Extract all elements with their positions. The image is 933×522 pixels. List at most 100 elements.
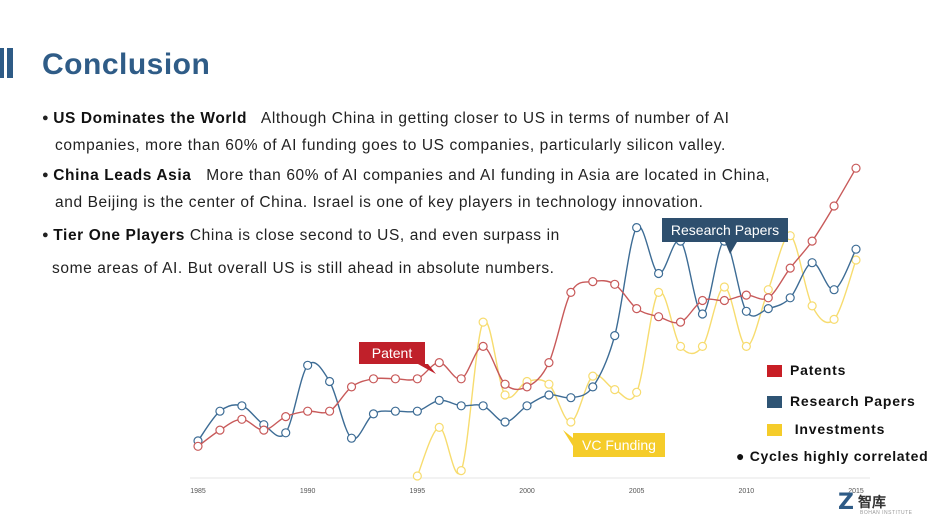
data-point-patents bbox=[807, 236, 817, 246]
logo-subtext: BOHAN INSTITUTE bbox=[860, 510, 913, 516]
callout-box bbox=[359, 342, 425, 364]
bullet-text: China is close second to US, and even su… bbox=[189, 227, 560, 244]
data-point-research-papers bbox=[281, 428, 291, 438]
callout-tail bbox=[725, 242, 737, 254]
bullet-heading: China Leads Asia bbox=[53, 167, 192, 184]
callout-label: VC Funding bbox=[582, 437, 656, 453]
data-point-research-papers bbox=[456, 401, 466, 411]
x-tick-label: 2000 bbox=[519, 488, 535, 495]
legend-swatch-research-papers bbox=[767, 396, 782, 409]
data-point-research-papers bbox=[829, 285, 839, 295]
data-point-patents bbox=[259, 425, 269, 435]
page-title: Conclusion bbox=[42, 48, 211, 81]
data-point-research-papers bbox=[412, 406, 422, 416]
data-point-investments bbox=[697, 341, 708, 351]
data-point-patents bbox=[697, 295, 708, 306]
data-point-patents bbox=[390, 374, 400, 384]
legend-label: Research Papers bbox=[790, 393, 916, 409]
callout-box bbox=[573, 433, 665, 457]
x-tick-label: 1995 bbox=[410, 488, 426, 495]
data-point-investments bbox=[566, 417, 576, 427]
data-point-patents bbox=[632, 304, 642, 314]
data-point-investments bbox=[412, 471, 422, 481]
data-point-patents bbox=[763, 293, 773, 303]
data-point-patents bbox=[719, 295, 730, 306]
data-point-investments bbox=[653, 287, 664, 297]
data-point-research-papers bbox=[478, 401, 488, 411]
data-point-research-papers bbox=[741, 306, 751, 316]
data-point-research-papers bbox=[346, 433, 357, 443]
bullet-text-line2: some areas of AI. But overall US is stil… bbox=[52, 260, 555, 277]
bullet-us-dominates: ● US Dominates the World Although China i… bbox=[42, 110, 730, 154]
data-point-research-papers bbox=[500, 417, 510, 427]
legend-label: Patents bbox=[790, 362, 847, 378]
data-point-research-papers bbox=[851, 244, 861, 254]
data-point-research-papers bbox=[653, 268, 664, 279]
data-point-research-papers bbox=[763, 304, 773, 314]
data-point-research-papers bbox=[697, 309, 708, 319]
data-point-investments bbox=[500, 390, 510, 400]
bullet-text: Although China in getting closer to US i… bbox=[260, 110, 730, 127]
data-point-investments bbox=[544, 379, 554, 389]
data-point-patents bbox=[434, 358, 444, 368]
callout-box bbox=[662, 218, 788, 242]
data-point-investments bbox=[741, 341, 751, 351]
x-tick-label: 2015 bbox=[848, 488, 864, 495]
bullet-text: More than 60% of AI companies and AI fun… bbox=[206, 167, 771, 184]
data-point-patents bbox=[346, 382, 357, 392]
data-point-patents bbox=[522, 382, 532, 392]
data-point-patents bbox=[675, 317, 686, 327]
data-point-patents bbox=[741, 290, 751, 300]
cycles-note: ● Cycles highly correlated bbox=[736, 448, 929, 464]
x-tick-label: 1985 bbox=[190, 488, 206, 495]
data-point-research-papers bbox=[325, 376, 335, 387]
data-point-patents bbox=[544, 358, 554, 368]
data-point-patents bbox=[566, 287, 576, 297]
data-point-investments bbox=[763, 285, 773, 295]
x-tick-label: 2010 bbox=[739, 488, 755, 495]
callout-label: Patent bbox=[372, 345, 413, 361]
data-point-investments bbox=[610, 385, 620, 395]
data-point-patents bbox=[325, 406, 335, 416]
bullet-heading: US Dominates the World bbox=[53, 110, 248, 127]
bullet-tier-one: ● Tier One Players China is close second … bbox=[42, 227, 560, 277]
data-point-research-papers bbox=[522, 401, 532, 411]
data-point-research-papers bbox=[368, 409, 379, 419]
data-point-investments bbox=[829, 314, 839, 324]
data-point-investments bbox=[719, 282, 730, 292]
legend-swatch-patents bbox=[767, 365, 782, 378]
legend-label: Investments bbox=[794, 421, 886, 437]
data-point-investments bbox=[434, 422, 444, 432]
data-point-investments bbox=[478, 317, 488, 327]
callout-tail bbox=[418, 364, 436, 374]
cycles-note-text: Cycles highly correlated bbox=[749, 448, 929, 464]
legend-swatch-investments bbox=[767, 424, 782, 437]
data-point-research-papers bbox=[434, 395, 444, 405]
data-point-patents bbox=[653, 312, 664, 322]
title-accent-bar bbox=[0, 48, 14, 78]
data-point-research-papers bbox=[215, 406, 225, 416]
x-tick-label: 1990 bbox=[300, 488, 316, 495]
bullet-text-line2: and Beijing is the center of China. Isra… bbox=[55, 194, 704, 211]
data-point-research-papers bbox=[785, 293, 795, 303]
legend-item-patents: Patents bbox=[767, 362, 846, 378]
data-point-research-papers bbox=[588, 382, 598, 392]
data-point-investments bbox=[632, 387, 642, 397]
data-point-patents bbox=[303, 406, 313, 416]
data-point-patents bbox=[412, 374, 422, 384]
data-point-research-papers bbox=[632, 223, 642, 233]
callout-label: Research Papers bbox=[671, 222, 779, 238]
data-point-patents bbox=[281, 412, 291, 422]
data-point-patents bbox=[785, 263, 795, 273]
data-point-research-papers bbox=[566, 393, 576, 403]
x-tick-label: 2005 bbox=[629, 488, 645, 495]
data-point-investments bbox=[851, 255, 861, 265]
data-point-patents bbox=[478, 341, 488, 351]
data-point-investments bbox=[807, 301, 817, 311]
data-point-research-papers bbox=[237, 401, 247, 411]
data-point-patents bbox=[500, 379, 510, 389]
institute-logo: Z 智库 BOHAN INSTITUTE bbox=[838, 490, 930, 520]
data-point-research-papers bbox=[544, 390, 554, 400]
data-point-patents bbox=[456, 374, 466, 384]
